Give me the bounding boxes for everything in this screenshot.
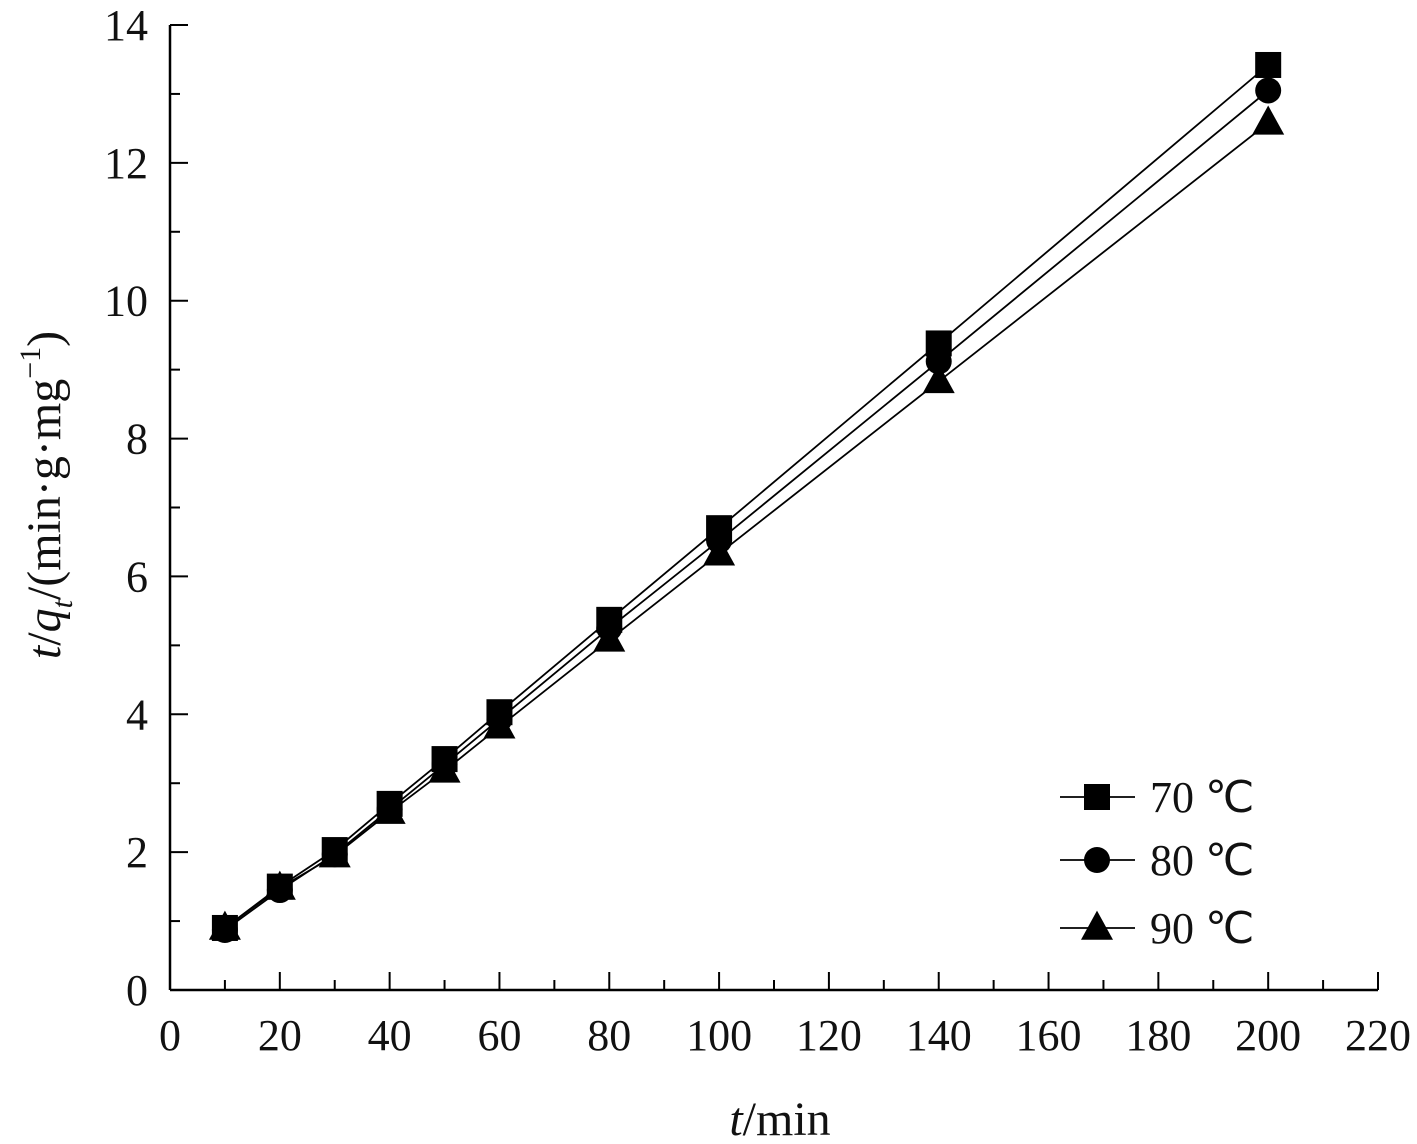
legend-item: 80 ℃ <box>1060 836 1254 885</box>
y-tick-label: 2 <box>126 828 148 877</box>
x-tick-label: 40 <box>368 1011 412 1060</box>
x-tick-label: 140 <box>906 1011 972 1060</box>
y-tick-label: 4 <box>126 690 148 739</box>
ticks: 0 20 40 60 80 100 120 140 160 180 200 220 0 2 4 6 8 10 12 1… <box>104 1 1411 1060</box>
data-point <box>208 910 241 940</box>
data-point <box>483 709 516 739</box>
y-tick-label: 14 <box>104 1 148 50</box>
data-point <box>1252 105 1285 135</box>
x-tick-label: 60 <box>477 1011 521 1060</box>
x-tick-label: 200 <box>1235 1011 1301 1060</box>
series-line <box>224 64 1269 929</box>
data-point <box>1255 51 1282 78</box>
data-point <box>428 753 461 783</box>
y-tick-label: 6 <box>126 552 148 601</box>
x-tick-label: 160 <box>1016 1011 1082 1060</box>
x-tick-label: 180 <box>1125 1011 1191 1060</box>
x-tick-label: 80 <box>587 1011 631 1060</box>
legend-item: 70 ℃ <box>1060 773 1254 822</box>
legend: 70 ℃ 80 ℃ 90 ℃ <box>1060 773 1254 953</box>
x-tick-label: 0 <box>159 1011 181 1060</box>
data-point <box>318 838 351 868</box>
data-point <box>263 870 296 900</box>
series-triangle <box>208 105 1285 940</box>
data-point <box>922 364 955 394</box>
y-axis-title: t/qt/(min·g·mg−1) <box>14 331 79 659</box>
legend-label: 90 ℃ <box>1150 904 1254 953</box>
legend-label: 70 ℃ <box>1150 773 1254 822</box>
x-tick-label: 220 <box>1345 1011 1411 1060</box>
legend-item: 90 ℃ <box>1060 904 1254 953</box>
y-tick-label: 0 <box>126 966 148 1015</box>
data-point <box>925 348 952 375</box>
x-tick-label: 100 <box>686 1011 752 1060</box>
data-point <box>373 794 406 824</box>
y-tick-label: 10 <box>104 277 148 326</box>
x-tick-label: 120 <box>796 1011 862 1060</box>
data-point <box>593 622 626 652</box>
data-point <box>703 536 736 566</box>
legend-marker <box>1084 847 1110 873</box>
y-tick-label: 12 <box>104 139 148 188</box>
series-square <box>211 51 1282 941</box>
legend-marker <box>1081 910 1113 940</box>
legend-label: 80 ℃ <box>1150 836 1254 885</box>
x-axis-title: t/min <box>729 1093 830 1144</box>
x-tick-label: 20 <box>258 1011 302 1060</box>
legend-marker <box>1084 784 1110 810</box>
series-circle <box>211 77 1282 944</box>
series <box>208 51 1285 944</box>
y-tick-label: 8 <box>126 415 148 464</box>
data-point <box>1255 77 1282 104</box>
series-line <box>224 122 1269 929</box>
